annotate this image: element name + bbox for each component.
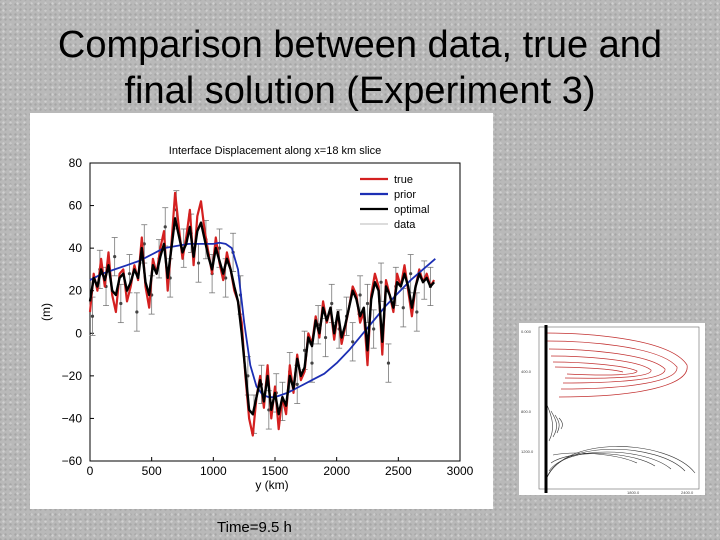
x-axis-label: y (km) xyxy=(255,478,288,492)
data-point xyxy=(401,306,405,310)
inset-tick-label: 400.0 xyxy=(521,369,532,374)
y-axis-label: (m) xyxy=(39,303,53,321)
x-tick-label: 1500 xyxy=(262,464,289,478)
data-point xyxy=(409,272,413,276)
inset-black-contours xyxy=(544,404,696,484)
interface-displacement-chart: Interface Displacement along x=18 km sli… xyxy=(39,145,474,492)
y-tick-label: 0 xyxy=(75,326,82,340)
x-tick-label: 3000 xyxy=(447,464,474,478)
x-tick-label: 2000 xyxy=(323,464,350,478)
x-tick-label: 500 xyxy=(142,464,162,478)
slide-title-line-2: final solution (Experiment 3) xyxy=(124,70,596,112)
legend-label-data: data xyxy=(394,219,416,231)
data-point xyxy=(330,301,334,306)
chart-title: Interface Displacement along x=18 km sli… xyxy=(169,145,381,157)
inset-tick-label: 2400.0 xyxy=(681,490,694,495)
inset-red-contours xyxy=(544,332,688,398)
y-tick-label: −20 xyxy=(62,369,83,383)
data-point xyxy=(358,293,362,297)
inset-tick-label: 1200.0 xyxy=(521,449,534,454)
legend-label-prior: prior xyxy=(394,189,416,201)
data-point xyxy=(323,335,328,340)
data-point xyxy=(386,361,391,365)
inset-contour-plot: 0.000 400.0 800.0 1200.0 1800.0 2400.0 xyxy=(519,323,705,495)
y-tick-label: −60 xyxy=(62,454,83,468)
slide-title: Comparison between data, true and final … xyxy=(20,22,700,114)
legend: true prior optimal data xyxy=(360,174,429,231)
inset-tick-label: 1800.0 xyxy=(627,490,640,495)
data-point xyxy=(224,276,228,280)
inset-tick-label: 0.000 xyxy=(521,329,532,334)
y-tick-label: −40 xyxy=(62,411,83,425)
data-point xyxy=(135,310,139,314)
legend-label-true: true xyxy=(394,174,413,186)
series-lines xyxy=(88,190,436,437)
y-tick-label: 20 xyxy=(69,284,83,298)
y-tick-label: 80 xyxy=(69,156,83,170)
data-point xyxy=(90,314,95,318)
data-point xyxy=(142,242,146,246)
data-point xyxy=(113,255,117,259)
series-optimal-line xyxy=(88,217,436,416)
data-point xyxy=(295,382,299,386)
series-true-line xyxy=(88,191,436,437)
x-tick-label: 0 xyxy=(87,464,94,478)
data-point xyxy=(372,327,376,331)
inset-tick-label: 800.0 xyxy=(521,409,532,414)
time-label: Time=9.5 h xyxy=(217,519,292,536)
plot-panel: Interface Displacement along x=18 km sli… xyxy=(30,113,493,509)
data-point xyxy=(217,246,222,250)
inset-frame xyxy=(538,326,700,490)
data-point xyxy=(196,261,201,265)
y-tick-label: 60 xyxy=(69,199,83,213)
axes-ticks: 0 500 1000 1500 2000 2500 3000 80 60 40 20 0 −20 −40 −… xyxy=(62,156,474,478)
data-point xyxy=(415,310,419,314)
data-point xyxy=(127,272,132,276)
data-point xyxy=(365,301,370,306)
x-tick-label: 1000 xyxy=(200,464,227,478)
data-point xyxy=(310,361,314,365)
data-point xyxy=(303,348,307,352)
slide-title-line-1: Comparison between data, true and xyxy=(57,24,663,66)
legend-label-optimal: optimal xyxy=(394,204,429,216)
data-point xyxy=(379,280,383,284)
y-tick-label: 40 xyxy=(69,241,83,255)
data-point xyxy=(351,340,355,344)
inset-contour-svg: 0.000 400.0 800.0 1200.0 1800.0 2400.0 xyxy=(521,325,700,495)
x-tick-label: 2500 xyxy=(385,464,412,478)
data-point xyxy=(119,301,123,306)
data-point xyxy=(163,225,167,229)
series-prior-line xyxy=(89,241,436,398)
